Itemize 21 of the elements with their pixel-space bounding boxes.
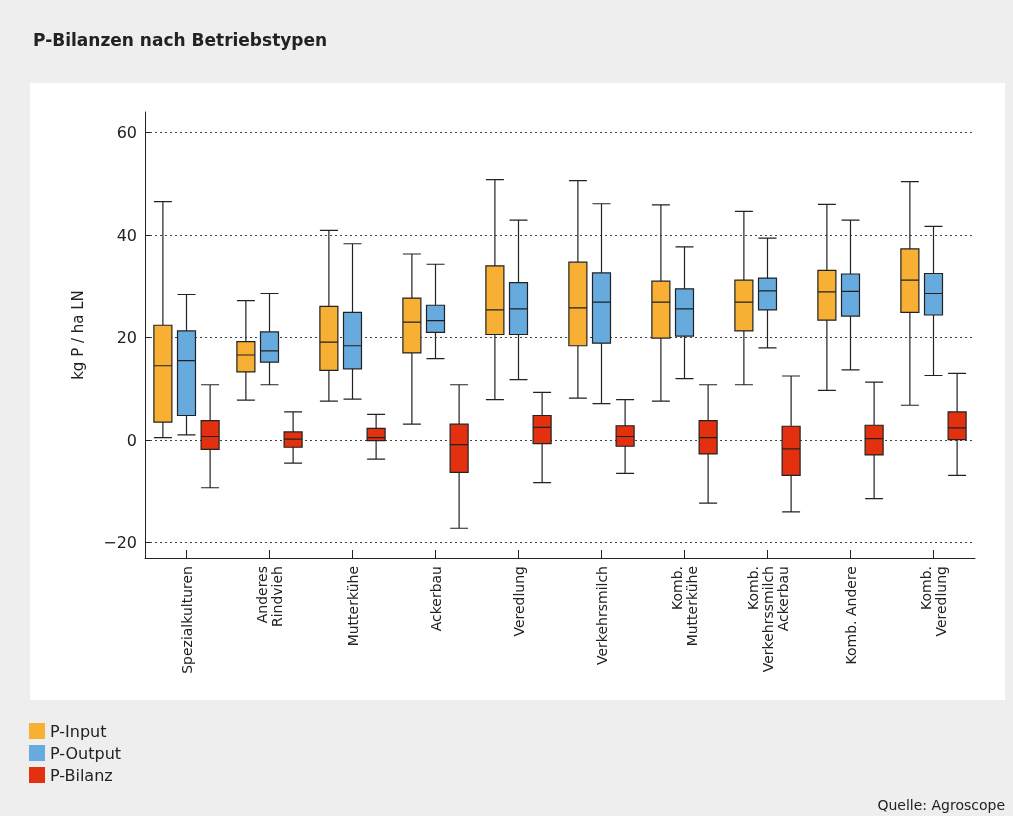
- y-tick-label: 40: [116, 225, 137, 245]
- chart-title: P-Bilanzen nach Betriebstypen: [33, 29, 328, 50]
- y-tick-label: 60: [116, 123, 137, 143]
- y-tick-label: 20: [116, 328, 137, 348]
- legend-label: P-Bilanz: [50, 765, 113, 785]
- legend-label: P-Input: [50, 721, 107, 741]
- x-tick-label: Ackerbau: [427, 566, 444, 632]
- x-tick-label: Komb. Verkehrssmilch Ackerbau: [744, 566, 791, 673]
- x-tick-label: Spezialkulturen: [178, 566, 195, 674]
- legend-label: P-Output: [50, 743, 122, 763]
- y-tick-label: −20: [103, 533, 137, 553]
- x-tick-label: Veredlung: [510, 566, 527, 637]
- x-tick-label: Komb. Veredlung: [918, 566, 949, 637]
- x-tick-label: Komb. Andere: [842, 566, 859, 665]
- x-tick-label: Komb. Mutterkühe: [669, 566, 700, 647]
- source-note: Quelle: Agroscope: [877, 797, 1006, 813]
- y-tick-label: 0: [126, 430, 137, 450]
- y-axis-title: kg P / ha LN: [68, 290, 87, 380]
- x-tick-label: Verkehrsmilch: [593, 566, 610, 665]
- x-tick-label: Anderes Rindvieh: [254, 566, 285, 628]
- x-tick-label: Mutterkühe: [344, 566, 361, 647]
